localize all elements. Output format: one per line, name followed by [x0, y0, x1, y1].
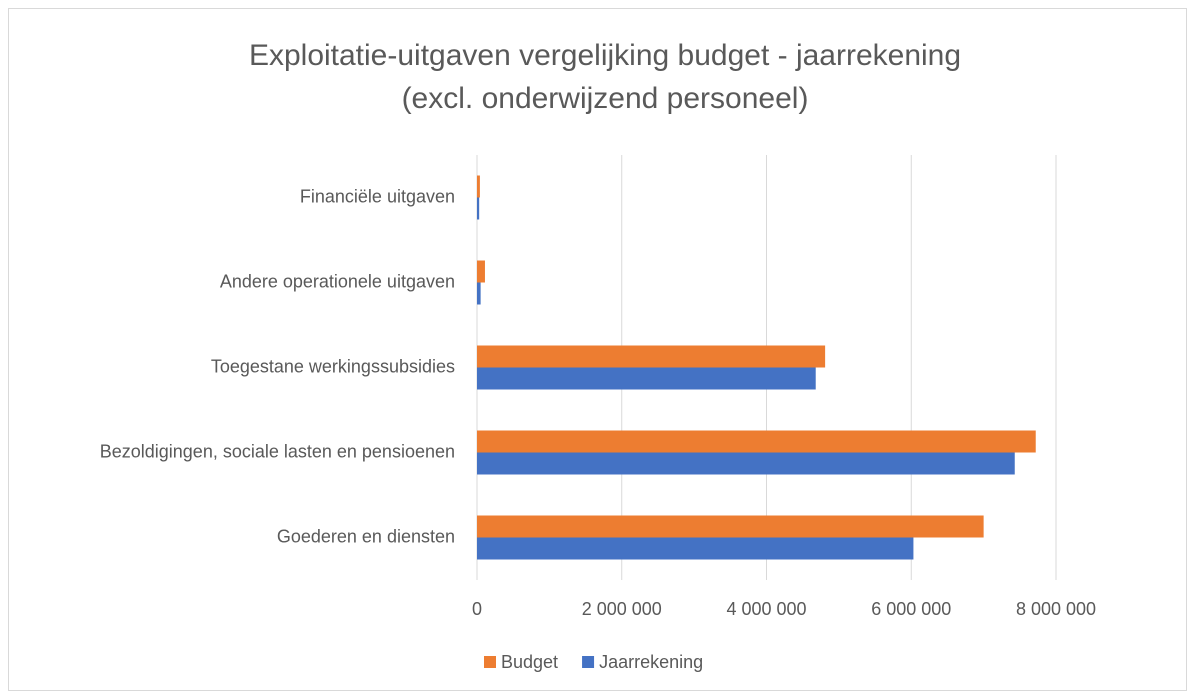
y-tick-label: Andere operationele uitgaven: [220, 271, 455, 291]
y-tick-label: Goederen en diensten: [277, 526, 455, 546]
bar: [477, 197, 480, 220]
bar: [477, 515, 984, 538]
y-tick-label: Financiële uitgaven: [300, 186, 455, 206]
x-tick-label: 8 000 000: [1016, 599, 1096, 619]
x-tick-label: 4 000 000: [726, 599, 806, 619]
chart-subtitle: (excl. onderwijzend personeel): [402, 82, 809, 115]
bar: [477, 260, 485, 283]
chart-title: Exploitatie-uitgaven vergelijking budget…: [249, 39, 961, 72]
x-tick-label: 2 000 000: [582, 599, 662, 619]
legend-label: Jaarrekening: [599, 652, 703, 672]
legend-swatch: [484, 656, 496, 668]
y-tick-label: Bezoldigingen, sociale lasten en pensioe…: [100, 441, 455, 461]
bar: [477, 537, 914, 560]
bar: [477, 430, 1036, 453]
bar: [477, 345, 826, 368]
bar: [477, 175, 480, 198]
bar: [477, 452, 1015, 475]
legend-swatch: [582, 656, 595, 668]
bar: [477, 282, 481, 305]
x-tick-label: 6 000 000: [871, 599, 951, 619]
bar: [477, 367, 816, 390]
legend-label: Budget: [501, 652, 558, 672]
x-tick-label: 0: [472, 599, 482, 619]
y-tick-label: Toegestane werkingssubsidies: [211, 356, 455, 376]
